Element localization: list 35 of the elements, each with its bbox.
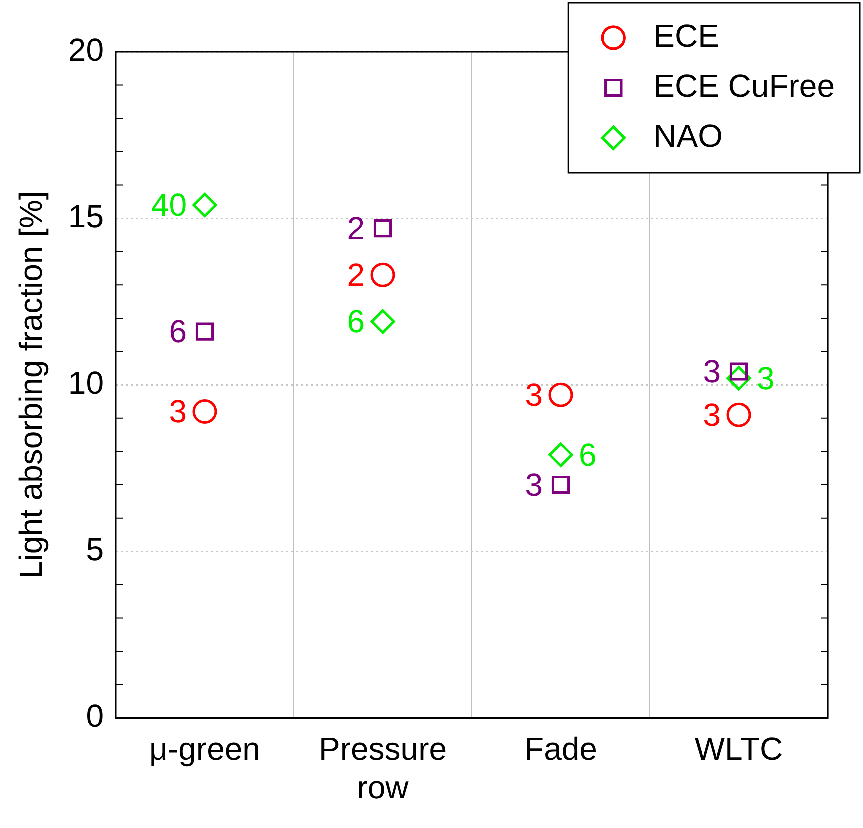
annotation: 3 (525, 466, 543, 503)
y-tick-label: 20 (68, 32, 104, 68)
annotation: 6 (347, 304, 365, 340)
x-tick-label: μ-green (150, 731, 260, 768)
point (370, 262, 396, 288)
legend-label: ECE CuFree (654, 68, 835, 104)
point (192, 400, 218, 424)
point (196, 322, 214, 341)
annotation: 3 (703, 354, 721, 390)
x-tick-label: WLTC (694, 731, 784, 768)
point (548, 382, 574, 408)
point (548, 442, 574, 468)
annotation: 6 (169, 314, 187, 350)
annotation: 3 (525, 376, 543, 413)
point (370, 310, 396, 334)
y-tick-label: 0 (86, 698, 104, 734)
legend-label: NAO (654, 118, 723, 154)
legend-label: ECE (654, 18, 720, 54)
y-axis-title: Light absorbing fraction [%] (13, 191, 50, 579)
annotation: 3 (703, 396, 721, 433)
y-tick-label: 10 (68, 364, 104, 401)
x-tick-label: Pressure row (318, 731, 448, 806)
annotation: 2 (347, 210, 365, 246)
point (192, 192, 218, 218)
point (726, 402, 752, 428)
annotation: 2 (347, 257, 365, 294)
x-tick-label: Fade (524, 731, 598, 768)
point (552, 476, 570, 494)
y-tick-label: 5 (86, 531, 104, 568)
y-tick-label: 15 (68, 198, 104, 234)
annotation: 3 (757, 360, 775, 396)
annotation: 3 (169, 394, 187, 430)
annotation: 6 (579, 436, 597, 473)
point (374, 220, 392, 238)
annotation: 40 (151, 187, 187, 224)
